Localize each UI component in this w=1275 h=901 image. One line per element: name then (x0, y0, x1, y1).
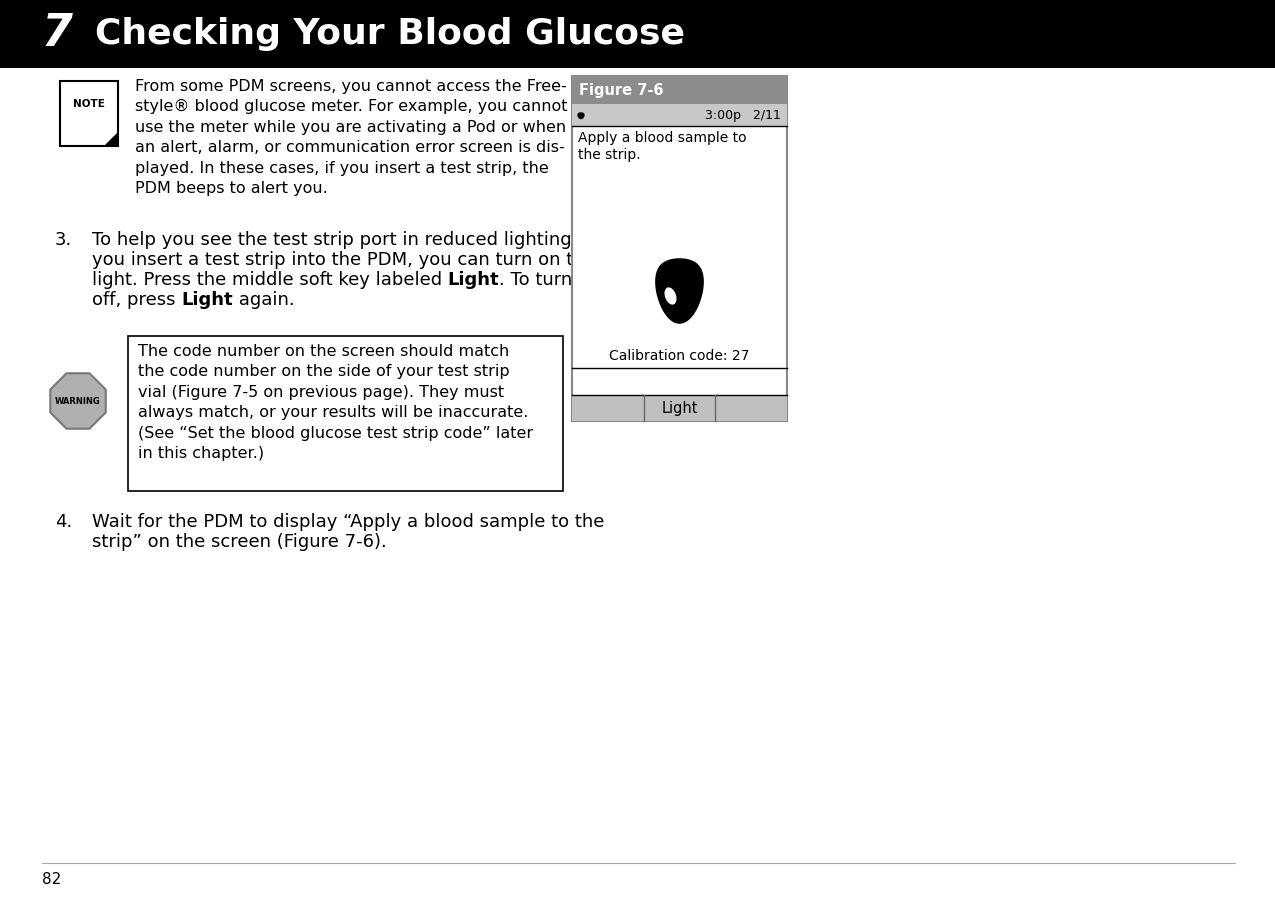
Text: Apply a blood sample to: Apply a blood sample to (578, 131, 747, 145)
Text: 3.: 3. (55, 231, 73, 249)
Text: 3:00p   2/11: 3:00p 2/11 (705, 108, 782, 122)
Polygon shape (655, 259, 704, 323)
Text: you insert a test strip into the PDM, you can turn on the port: you insert a test strip into the PDM, yo… (92, 251, 639, 269)
Text: Checking Your Blood Glucose: Checking Your Blood Glucose (96, 17, 685, 51)
FancyBboxPatch shape (0, 0, 1275, 68)
FancyBboxPatch shape (572, 76, 787, 104)
Text: 82: 82 (42, 871, 61, 887)
Text: Light: Light (181, 291, 233, 309)
Ellipse shape (664, 287, 677, 305)
Text: From some PDM screens, you cannot access the Free-
style® blood glucose meter. F: From some PDM screens, you cannot access… (135, 79, 567, 196)
Text: The code number on the screen should match
the code number on the side of your t: The code number on the screen should mat… (138, 344, 533, 461)
FancyBboxPatch shape (128, 336, 564, 491)
Text: . To turn the light: . To turn the light (500, 271, 654, 289)
Polygon shape (50, 373, 106, 429)
Text: NOTE: NOTE (73, 99, 105, 109)
FancyBboxPatch shape (572, 104, 787, 126)
Polygon shape (105, 132, 119, 146)
Text: Wait for the PDM to display “Apply a blood sample to the: Wait for the PDM to display “Apply a blo… (92, 513, 604, 531)
Text: light. Press the middle soft key labeled: light. Press the middle soft key labeled (92, 271, 448, 289)
Polygon shape (578, 113, 585, 119)
Text: 7: 7 (42, 13, 73, 56)
Text: Figure 7-6: Figure 7-6 (579, 83, 663, 97)
Text: Light: Light (662, 401, 697, 415)
Text: Light: Light (448, 271, 500, 289)
FancyBboxPatch shape (60, 81, 119, 146)
Text: Calibration code: 27: Calibration code: 27 (609, 349, 750, 362)
FancyBboxPatch shape (572, 76, 787, 421)
FancyBboxPatch shape (572, 395, 787, 421)
Text: again.: again. (233, 291, 295, 309)
Text: 4.: 4. (55, 513, 73, 531)
Text: To help you see the test strip port in reduced lighting, when: To help you see the test strip port in r… (92, 231, 631, 249)
Text: strip” on the screen (Figure 7-6).: strip” on the screen (Figure 7-6). (92, 533, 386, 551)
Text: the strip.: the strip. (578, 148, 640, 162)
Text: off, press: off, press (92, 291, 181, 309)
Text: WARNING: WARNING (55, 396, 101, 405)
